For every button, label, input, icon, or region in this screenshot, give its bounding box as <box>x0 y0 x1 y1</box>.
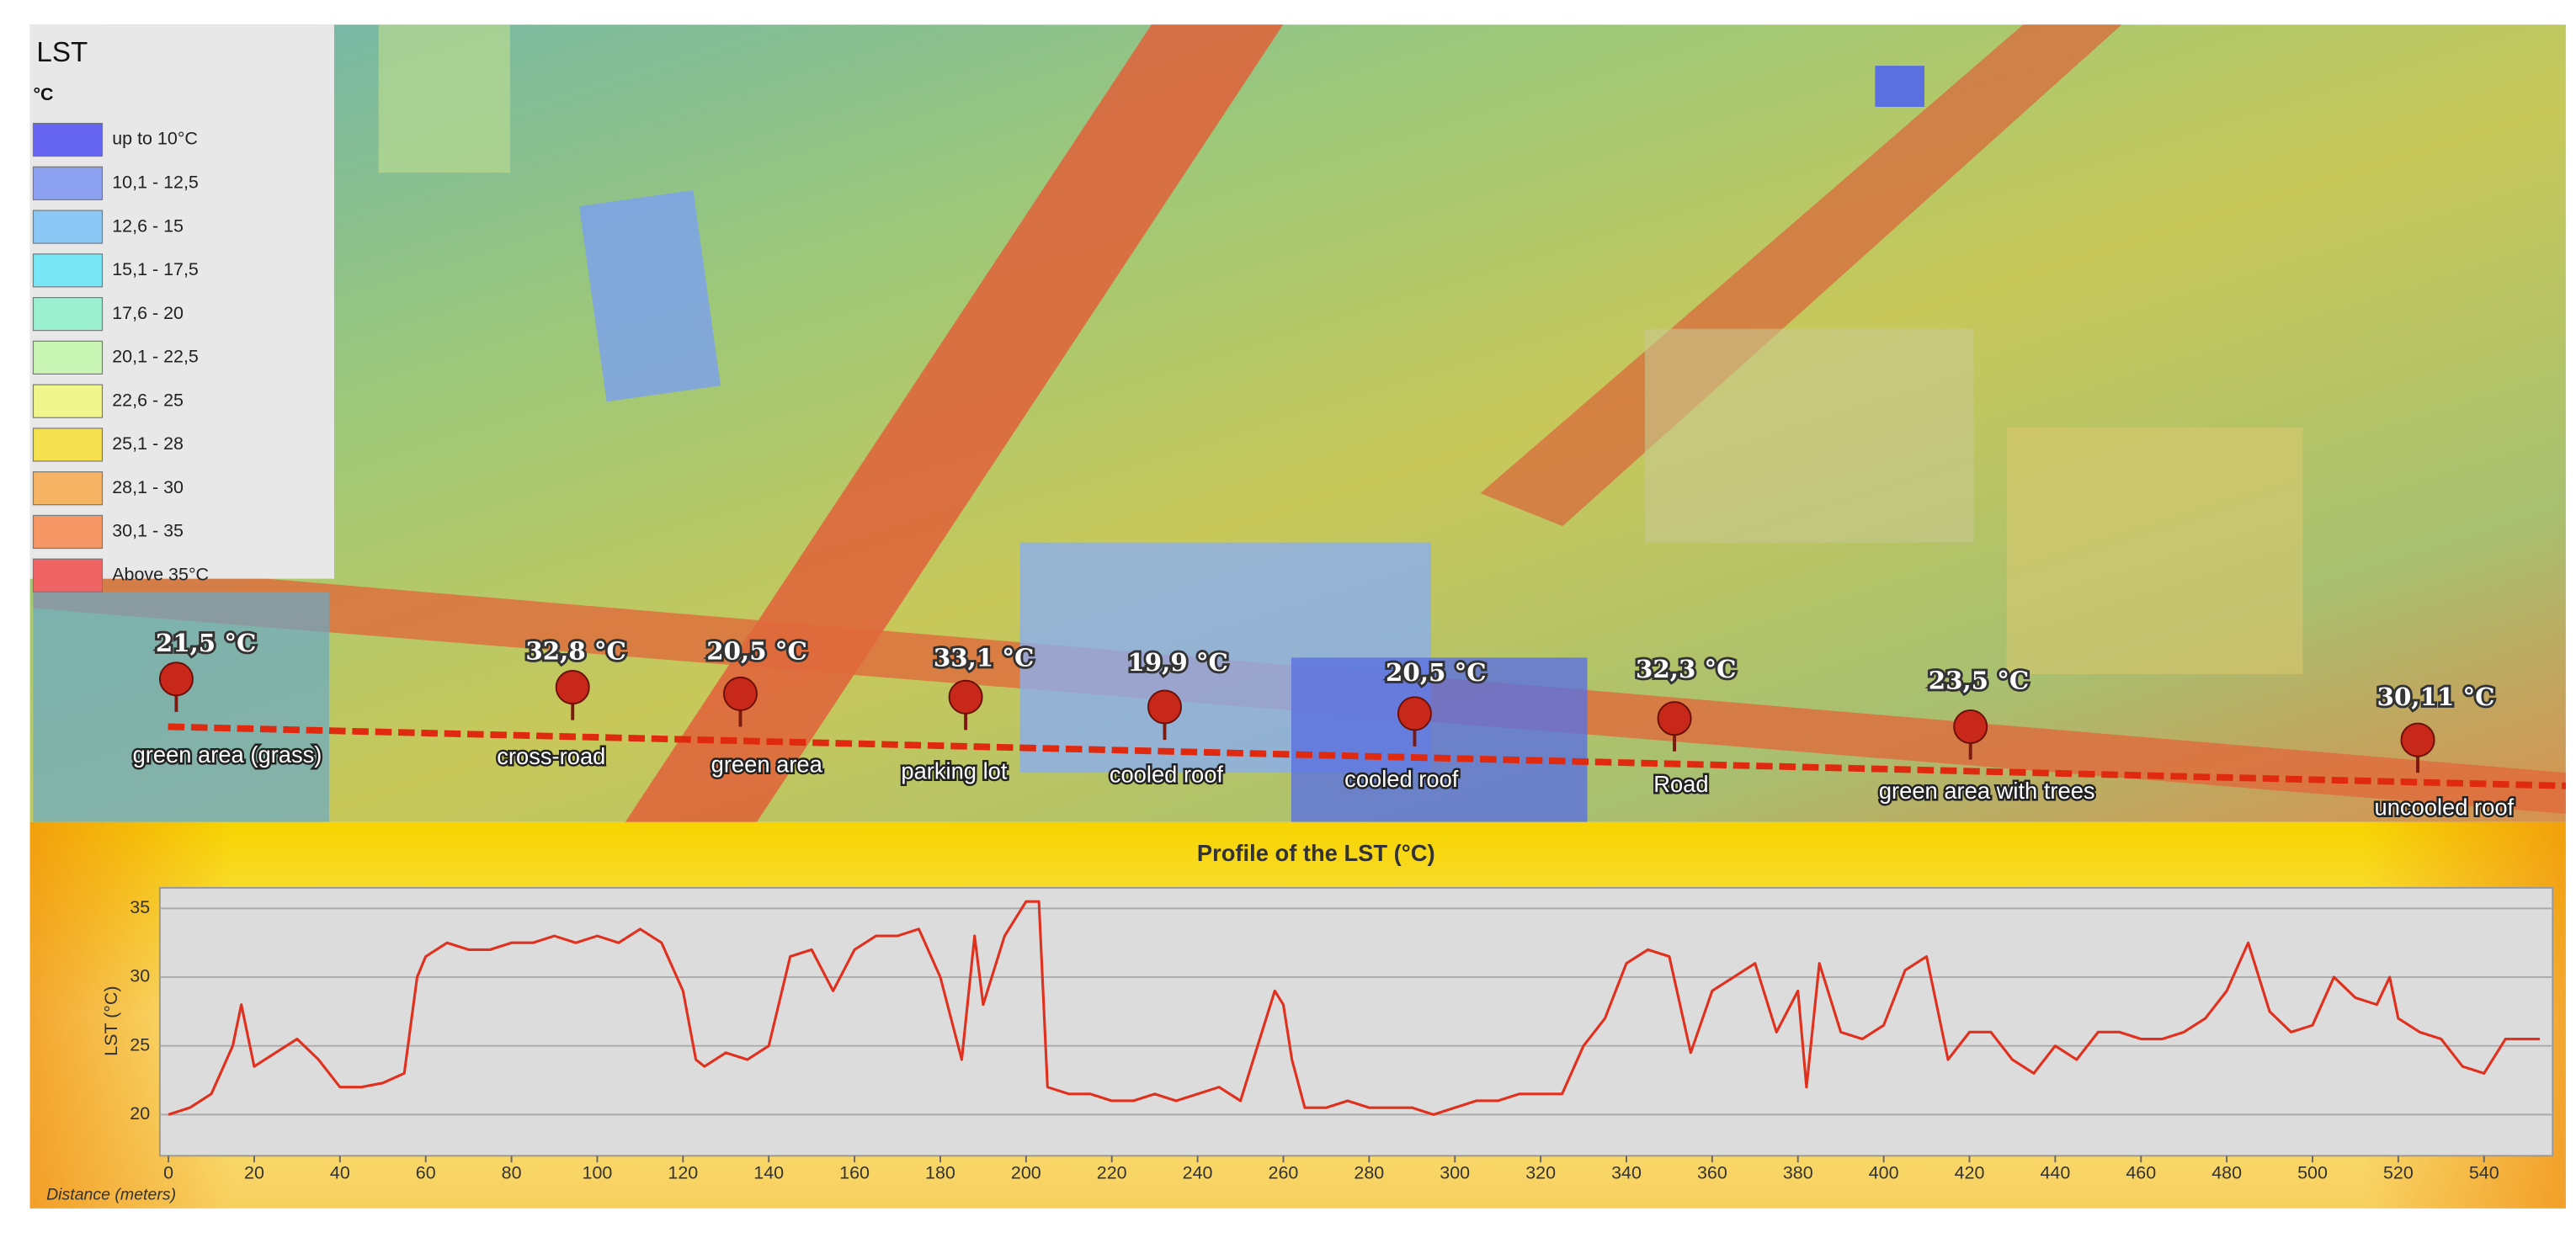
legend-label: 17,6 - 20 <box>112 303 184 323</box>
y-tick-label: 30 <box>130 966 150 986</box>
x-tick-label: 20 <box>244 1162 264 1182</box>
pin-head <box>555 670 590 705</box>
pin-value: 19,9 °C <box>1127 647 1228 677</box>
legend-swatch <box>32 122 104 157</box>
x-tick-label: 460 <box>2126 1162 2156 1182</box>
x-tick-label: 220 <box>1097 1162 1127 1182</box>
pin-head <box>1147 689 1182 725</box>
x-tick-label: 540 <box>2469 1162 2499 1182</box>
x-tick-label: 40 <box>330 1162 350 1182</box>
pin-value: 21,5 °C <box>156 628 257 657</box>
y-tick-label: 35 <box>130 897 150 917</box>
legend-swatch <box>32 384 104 418</box>
x-tick-label: 320 <box>1525 1162 1556 1182</box>
x-tick-label: 120 <box>668 1162 698 1182</box>
x-tick-label: 520 <box>2383 1162 2414 1182</box>
pin-value: 23,5 °C <box>1929 666 2030 695</box>
legend-swatch <box>32 428 104 462</box>
legend-label: 25,1 - 28 <box>112 433 184 454</box>
legend-swatch <box>32 514 104 550</box>
pin-place: cooled roof <box>1344 766 1459 792</box>
plot-area: 20 25 30 35 0 20 40 60 80 100 120 140 160 180 200 220 24… <box>130 886 2554 1182</box>
x-tick-label: 100 <box>583 1162 613 1182</box>
legend-swatch <box>32 210 104 244</box>
x-tick-label: 300 <box>1440 1162 1470 1182</box>
legend-label: Above 35°C <box>112 564 209 584</box>
pin-place: uncooled roof <box>2375 794 2515 820</box>
x-tick-label: 440 <box>2040 1162 2070 1182</box>
pin-place: green area <box>711 752 823 778</box>
pin-head <box>2400 722 2435 757</box>
y-tick-label: 20 <box>130 1103 150 1124</box>
pin-head <box>158 662 194 697</box>
pin-head <box>1657 701 1692 736</box>
legend-swatch <box>32 471 104 506</box>
x-tick-label: 280 <box>1354 1162 1384 1182</box>
x-tick-label: 60 <box>416 1162 436 1182</box>
profile-line <box>168 900 2540 1116</box>
y-axis-label: LST (°C) <box>101 986 121 1055</box>
x-tick-label: 420 <box>1955 1162 1985 1182</box>
legend-label: 20,1 - 22,5 <box>112 347 199 367</box>
pin-value: 30,11 °C <box>2377 682 2495 711</box>
x-tick-label: 400 <box>1869 1162 1899 1182</box>
chart-title: Profile of the LST (°C) <box>1197 840 1435 866</box>
legend-unit: °C <box>33 84 53 104</box>
pin-head <box>1397 696 1432 731</box>
pin-place: parking lot <box>901 757 1007 784</box>
legend-label: 30,1 - 35 <box>112 521 184 541</box>
x-tick-label: 340 <box>1611 1162 1642 1182</box>
legend-swatch <box>32 166 104 200</box>
legend-label: 22,6 - 25 <box>112 390 184 410</box>
x-tick-label: 380 <box>1783 1162 1813 1182</box>
pins: 21,5 °C green area (grass) 32,8 °C cross-ro… <box>130 625 2516 822</box>
legend-swatch <box>32 558 104 592</box>
x-tick-label: 160 <box>839 1162 870 1182</box>
thermal-map <box>29 24 2566 822</box>
pin-head <box>1953 709 1988 744</box>
x-tick-label: 140 <box>753 1162 784 1182</box>
pin-value: 20,5 °C <box>706 636 807 666</box>
y-tick-label: 25 <box>130 1034 150 1055</box>
legend-label: 28,1 - 30 <box>112 477 184 497</box>
x-tick-label: 0 <box>163 1162 173 1182</box>
x-tick-label: 240 <box>1183 1162 1213 1182</box>
pin-value: 20,5 °C <box>1386 657 1487 687</box>
x-tick-label: 500 <box>2297 1162 2328 1182</box>
pin-value: 32,3 °C <box>1636 654 1737 683</box>
legend-swatch <box>32 297 104 332</box>
legend-label: 10,1 - 12,5 <box>112 172 199 192</box>
pin-value: 33,1 °C <box>934 642 1035 672</box>
pin-value: 32,8 °C <box>525 636 626 666</box>
legend-title: LST <box>36 37 88 68</box>
x-tick-label: 260 <box>1269 1162 1299 1182</box>
pin-head <box>722 676 758 711</box>
pin-head <box>948 679 983 715</box>
pin-place: green area (grass) <box>133 741 322 768</box>
legend-swatch <box>32 340 104 375</box>
legend-label: 15,1 - 17,5 <box>112 259 199 279</box>
legend: LST °C up to 10°C 10,1 - 12,5 12,6 - 15 15,… <box>29 24 334 592</box>
pin-place: cooled roof <box>1110 761 1224 787</box>
legend-label: 12,6 - 15 <box>112 215 184 236</box>
x-tick-label: 480 <box>2211 1162 2242 1182</box>
legend-swatch <box>32 253 104 288</box>
x-tick-label: 80 <box>502 1162 522 1182</box>
x-tick-label: 180 <box>925 1162 955 1182</box>
x-tick-label: 200 <box>1011 1162 1041 1182</box>
pin-place: green area with trees <box>1879 778 2095 804</box>
legend-label: up to 10°C <box>112 129 198 149</box>
pin-place: Road <box>1653 771 1708 797</box>
x-tick-label: 360 <box>1697 1162 1727 1182</box>
pin-place: cross-road <box>497 743 605 769</box>
x-axis-label: Distance (meters) <box>46 1185 176 1203</box>
